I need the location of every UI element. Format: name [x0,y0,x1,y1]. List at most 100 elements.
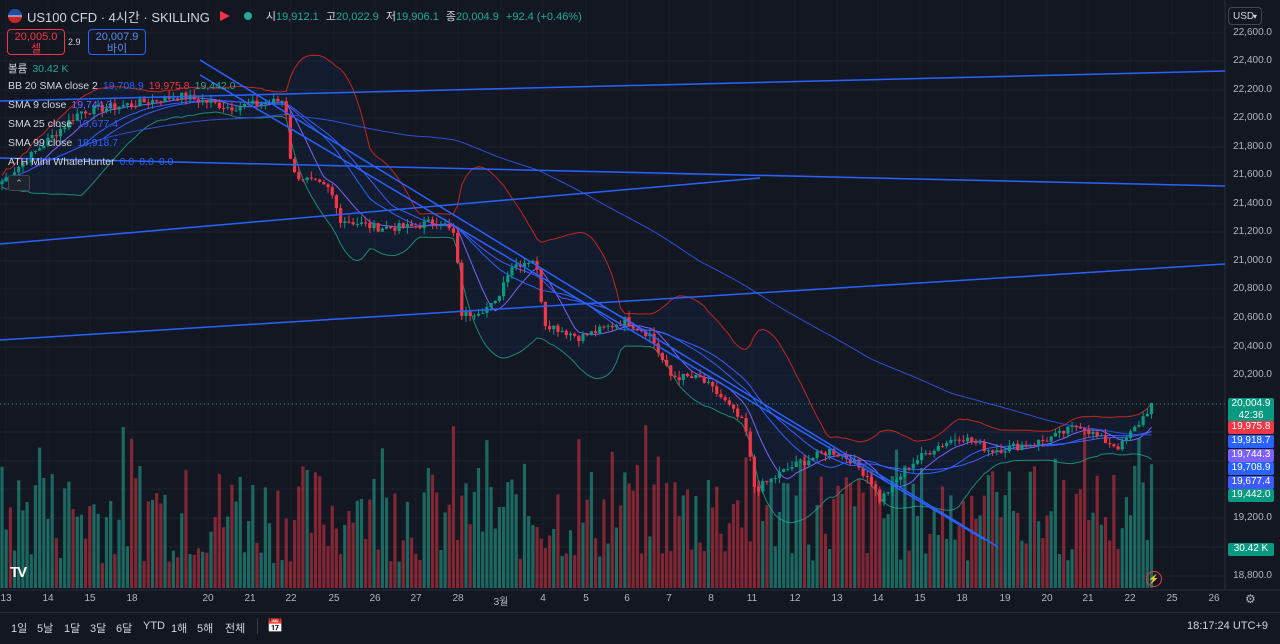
candle-body [372,223,376,229]
volume-bar [1070,549,1074,588]
candle-body [426,219,430,222]
currency-selector[interactable]: USD ▾ [1228,7,1262,25]
candle-body [857,459,861,468]
flag-icon[interactable] [219,11,230,21]
candle-body [397,223,401,231]
volume-bar [1053,458,1057,588]
volume-bar [945,538,949,588]
price-axis-label[interactable]: 19,677.4 [1228,476,1274,489]
volume-bar [1083,427,1087,588]
volume-bar [894,449,899,588]
buy-button[interactable]: 20,007.9 바이 [88,29,146,55]
timeframe-button[interactable]: 5날 [37,623,54,635]
indicator-legend-row[interactable]: SMA 25 close 19,677.4 [8,118,118,130]
timeframe-button[interactable]: 5해 [197,623,214,635]
timeframe-button[interactable]: 1일 [11,623,28,635]
collapse-legend-button[interactable]: ⌃ [8,175,30,191]
candle-body [815,451,819,458]
volume-bar [405,501,410,588]
symbol-title[interactable]: US100 CFD · 4시간 · SKILLING [27,9,210,25]
candle-body [878,489,882,503]
volume-bar [476,468,481,588]
candle-body [67,120,71,128]
volume-bar [602,499,606,588]
volume-bar [397,561,401,588]
candle-body [464,311,468,316]
lightning-icon[interactable]: ⚡ [1146,571,1162,587]
volume-bar [589,472,593,588]
price-axis-label[interactable]: 19,744.3 [1228,449,1274,462]
indicator-value: 0.0 [139,156,154,168]
timeframe-button[interactable]: 6달 [116,623,133,635]
volume-bar [882,518,886,588]
candle-body [1137,424,1141,427]
timeframe-button[interactable]: 1달 [64,623,81,635]
trend-line [0,263,1226,341]
clock[interactable]: 18:17:24 UTC+9 [1186,620,1268,632]
price-axis-label[interactable]: 20,004.9 42:36 [1228,398,1274,422]
volume-bar [1091,512,1095,588]
countdown-text: 42:36 [1238,410,1264,421]
volume-bar [585,499,589,588]
volume-bar [42,478,46,588]
volume-bar [769,480,773,588]
timeframe-button[interactable]: 1해 [171,623,188,635]
candle-body [911,463,915,469]
indicator-legend-row[interactable]: ATH Mini WhaleHunter 0.0 0.0 0.0 [8,156,173,168]
sma-99-line [1,113,1152,436]
timeframe-button[interactable]: 전체 [225,623,246,635]
timeframe-button[interactable]: YTD [143,620,165,632]
volume-bar [740,527,744,588]
volume-bar [543,548,547,588]
volume-bar [71,508,75,588]
volume-bar [999,517,1003,588]
sell-button[interactable]: 20,005.0 셀 [7,29,65,55]
candle-body [694,374,698,379]
timeframe-button[interactable]: 3달 [90,623,107,635]
tradingview-logo[interactable]: TV [10,564,27,581]
symbol-header[interactable]: US100 CFD · 4시간 · SKILLING 시19,912.1 고20… [8,6,582,26]
volume-bar [1062,479,1066,588]
candle-body [585,334,589,336]
volume-bar [213,516,217,588]
price-axis-label[interactable]: 19,708.9 [1228,462,1274,475]
indicator-legend-row[interactable]: SMA 99 close 19,918.7 [8,137,118,149]
spread-value: 2.9 [68,37,81,47]
candle-body [221,107,226,109]
volume-bar [673,482,677,588]
volume-bar [330,505,334,588]
volume-bar [1078,489,1083,588]
candle-body [991,450,995,453]
candle-body [405,224,410,228]
volume-bar [247,521,251,588]
candle-body [451,228,456,233]
trend-line [0,70,1226,102]
candle-body [213,100,217,103]
gear-icon[interactable]: ⚙ [1245,592,1256,606]
volume-bar [731,503,736,588]
candle-body [326,184,330,188]
indicator-legend-row[interactable]: SMA 9 close 19,744.3 [8,99,112,111]
volume-bar [497,507,502,588]
price-axis-label[interactable]: 30.42 K [1228,543,1274,556]
candle-body [359,222,364,224]
candle-body [986,450,991,452]
time-tick-label: 7 [666,593,672,604]
volume-bar [777,512,782,588]
candle-body [1037,439,1041,446]
calendar-range-icon[interactable]: 📅 [267,618,284,633]
volume-bar [807,544,811,588]
candle-body [832,448,836,455]
price-axis-label[interactable]: 19,442.0 [1228,489,1274,502]
price-axis-label[interactable]: 19,975.8 [1228,421,1274,434]
indicator-legend-row[interactable]: 볼륨 30.42 K [8,61,69,76]
price-axis-label[interactable]: 19,918.7 [1228,435,1274,448]
indicator-value: 30.42 K [32,63,69,75]
candle-body [17,166,21,173]
volume-bar [614,527,619,588]
volume-bar [802,455,807,588]
indicator-legend-row[interactable]: BB 20 SMA close 2 19,708.9 19,975.8 19,442.… [8,80,236,92]
volume-bar [276,490,280,588]
price-tick-label: 21,800.0 [1233,141,1272,152]
